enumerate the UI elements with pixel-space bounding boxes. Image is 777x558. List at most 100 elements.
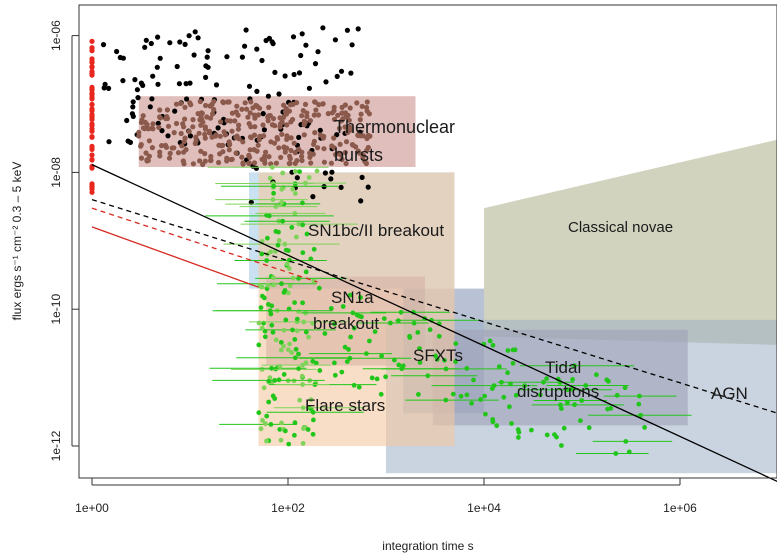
data-point-brown: [138, 143, 144, 149]
data-point-black: [298, 52, 304, 59]
data-point-green: [294, 316, 300, 322]
data-point-green: [276, 238, 282, 243]
data-point-green: [499, 379, 504, 385]
data-point-brown: [256, 137, 262, 143]
data-point-brown: [226, 99, 232, 105]
region-label-line: bursts: [334, 145, 383, 165]
data-point-brown: [345, 129, 351, 135]
data-point-brown: [196, 130, 202, 136]
data-point-brown: [276, 145, 282, 151]
data-point-green: [301, 426, 306, 431]
data-point-brown: [288, 135, 294, 141]
data-point-black: [155, 120, 161, 126]
data-point-green: [464, 392, 470, 398]
data-point-brown: [236, 122, 242, 128]
data-point-green: [293, 346, 299, 352]
data-point-black: [294, 175, 300, 181]
data-point-brown: [240, 161, 246, 167]
data-point-brown: [302, 101, 309, 107]
data-point-red: [89, 38, 95, 44]
data-point-green: [561, 425, 567, 431]
data-point-brown: [143, 150, 149, 156]
data-point-brown: [136, 133, 142, 139]
data-point-green: [417, 346, 422, 351]
data-point-green: [300, 222, 306, 228]
data-point-black: [317, 127, 323, 133]
data-point-green: [281, 372, 287, 377]
data-point-brown: [202, 131, 208, 137]
data-point-black: [176, 81, 182, 87]
data-point-brown: [235, 112, 241, 118]
data-point-brown: [277, 124, 283, 130]
data-point-green: [273, 337, 279, 343]
region-label-line: SFXTs: [413, 346, 463, 365]
data-point-green: [510, 360, 516, 366]
data-point-brown: [181, 124, 187, 130]
plot-frame: [78, 4, 777, 479]
data-point-green: [296, 309, 301, 314]
data-point-brown: [261, 133, 267, 139]
data-point-black: [282, 73, 288, 79]
data-point-brown: [288, 147, 294, 154]
x-tick-label: 1e+06: [663, 501, 697, 515]
data-point-brown: [299, 157, 305, 164]
data-point-brown: [226, 147, 232, 153]
data-point-green: [283, 317, 289, 323]
data-point-black: [242, 43, 248, 49]
data-point-brown: [199, 110, 205, 116]
data-point-brown: [310, 151, 316, 157]
data-point-black: [167, 40, 173, 46]
data-point-brown: [156, 124, 162, 130]
data-point-green: [342, 344, 348, 350]
data-point-black: [359, 174, 365, 180]
data-point-brown: [273, 160, 279, 166]
data-point-brown: [202, 126, 209, 132]
data-point-green: [310, 358, 316, 364]
data-point-brown: [296, 146, 302, 152]
data-point-green: [259, 251, 265, 257]
data-point-black: [143, 37, 149, 43]
data-point-green: [269, 322, 275, 328]
data-point-green: [407, 333, 412, 339]
region-label-agn: AGN: [711, 384, 748, 403]
x-tick-label: 1e+02: [271, 501, 305, 515]
y-tick-label: 1e-10: [49, 294, 63, 325]
data-point-green: [505, 348, 511, 353]
data-point-black: [296, 134, 302, 140]
data-point-brown: [232, 118, 238, 124]
region-label-line: Classical novae: [568, 219, 673, 236]
data-point-brown: [200, 161, 206, 168]
data-point-brown: [321, 146, 327, 152]
data-point-brown: [146, 138, 152, 144]
data-point-black: [140, 82, 146, 88]
data-point-brown: [239, 106, 245, 112]
data-point-brown: [187, 100, 193, 106]
y-tick-label: 1e-08: [49, 157, 63, 188]
data-point-brown: [291, 140, 297, 146]
data-point-brown: [136, 129, 142, 135]
data-point-green: [578, 418, 583, 424]
data-point-brown: [328, 160, 334, 166]
data-point-black: [276, 91, 282, 97]
data-point-green: [570, 377, 575, 382]
data-point-green: [586, 425, 592, 431]
data-point-black: [254, 46, 260, 52]
data-point-brown: [178, 100, 184, 107]
data-point-green: [262, 328, 268, 334]
data-point-green: [278, 340, 284, 345]
data-point-brown: [315, 112, 322, 118]
data-point-brown: [304, 114, 310, 120]
region-label-tidal-disruptions: Tidal disruptions: [517, 358, 599, 401]
region-label-line: Tidal: [545, 358, 581, 377]
data-point-black: [150, 73, 156, 79]
data-point-black: [203, 74, 209, 80]
data-point-green: [267, 175, 273, 181]
data-point-brown: [229, 110, 235, 116]
data-point-brown: [164, 107, 170, 113]
data-point-brown: [292, 150, 298, 156]
data-point-brown: [193, 134, 199, 140]
data-point-black: [322, 170, 328, 176]
data-point-green: [256, 320, 262, 326]
data-point-brown: [190, 117, 196, 123]
data-point-green: [332, 360, 337, 366]
